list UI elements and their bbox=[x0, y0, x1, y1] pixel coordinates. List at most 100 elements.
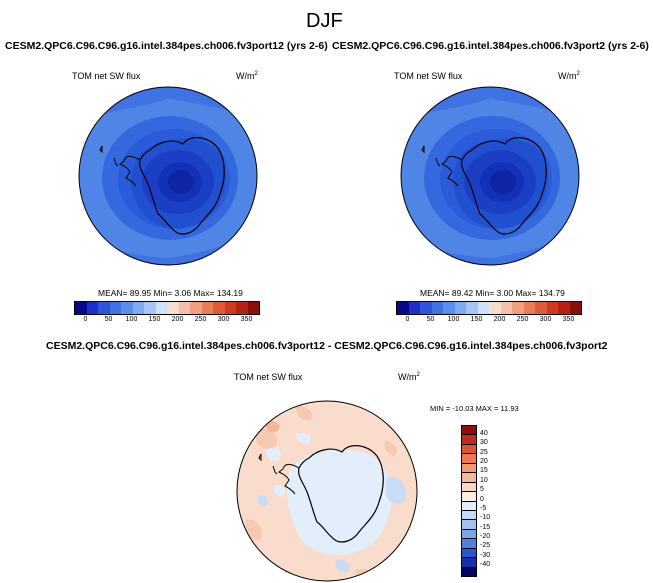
diff-colorbar-ticks: 40 30 25 20 15 10 5 0 -5 -10 -15 -20 -25 -30 -40 bbox=[480, 425, 504, 575]
diff-colorbar-tick-label: -40 bbox=[480, 561, 491, 569]
panel2-variable-label: TOM net SW flux bbox=[394, 71, 463, 81]
diff-colorbar-tick-label: 15 bbox=[480, 467, 488, 475]
panel1-stats: MEAN= 89.95 Min= 3.06 Max= 134.19 bbox=[98, 288, 243, 298]
panel2-colorbar-tick-label: 150 bbox=[470, 316, 483, 323]
diff-colorbar-tick-label: 30 bbox=[480, 439, 488, 447]
panel1-colorbar-tick-label: 50 bbox=[104, 316, 113, 323]
diff-colorbar-tick-label: 10 bbox=[480, 476, 488, 484]
panel1-colorbar-swatch bbox=[167, 302, 179, 314]
diff-colorbar-tick-label: 25 bbox=[480, 448, 488, 456]
panel2-colorbar-swatch bbox=[477, 302, 489, 314]
panel2-colorbar-tick-label: 0 bbox=[405, 316, 410, 323]
diff-colorbar bbox=[461, 425, 477, 577]
panel1-colorbar-swatch bbox=[178, 302, 190, 314]
panel1-case-title: CESM2.QPC6.C96.C96.g16.intel.384pes.ch00… bbox=[5, 40, 328, 52]
panel2-colorbar-swatch bbox=[535, 302, 547, 314]
panel1-colorbar-swatch bbox=[201, 302, 213, 314]
panel1-colorbar-swatch bbox=[213, 302, 225, 314]
panel2-colorbar-swatch bbox=[546, 302, 558, 314]
diff-colorbar-tick-label: 20 bbox=[480, 458, 488, 465]
panel1-colorbar-tick-label: 150 bbox=[148, 316, 161, 323]
diff-colorbar-swatch bbox=[462, 548, 476, 559]
diff-colorbar-swatch bbox=[462, 501, 476, 511]
panel1-colorbar-swatch bbox=[190, 302, 202, 314]
panel1-colorbar-swatch bbox=[121, 302, 133, 314]
panel2-colorbar-tick-label: 250 bbox=[516, 316, 529, 323]
panel2-colorbar-tick-label: 300 bbox=[539, 316, 552, 323]
panel2-colorbar-swatch bbox=[466, 302, 478, 314]
diff-colorbar-swatch bbox=[462, 492, 476, 502]
diff-colorbar-swatch bbox=[462, 558, 476, 568]
panel2-colorbar-swatch bbox=[500, 302, 512, 314]
panel2-colorbar-tick-label: 200 bbox=[493, 316, 506, 323]
panel1-colorbar-tick-label: 300 bbox=[217, 316, 230, 323]
panel2-colorbar-swatch bbox=[397, 302, 409, 314]
panel2-colorbar-swatch bbox=[420, 302, 432, 314]
panel1-colorbar-swatch bbox=[247, 302, 259, 314]
panel1-colorbar-tick-label: 350 bbox=[240, 316, 253, 323]
panel1-colorbar-swatch bbox=[109, 302, 121, 314]
diff-colorbar-swatch bbox=[462, 454, 476, 464]
diff-colorbar-swatch bbox=[462, 426, 476, 436]
diff-colorbar-tick-label: 40 bbox=[480, 429, 488, 437]
panel1-colorbar-tick-label: 200 bbox=[171, 316, 184, 323]
diff-colorbar-swatch bbox=[462, 510, 476, 521]
panel1-polar-map bbox=[78, 86, 258, 266]
panel2-case-title: CESM2.QPC6.C96.C96.g16.intel.384pes.ch00… bbox=[332, 40, 649, 52]
panel2-colorbar-swatch bbox=[443, 302, 455, 314]
diff-colorbar-swatch bbox=[462, 529, 476, 540]
diff-colorbar-swatch bbox=[462, 567, 476, 576]
panel1-colorbar-swatch bbox=[75, 302, 87, 314]
panel2-colorbar-swatch bbox=[523, 302, 535, 314]
panel1-colorbar-swatch bbox=[98, 302, 110, 314]
diff-case-title: CESM2.QPC6.C96.C96.g16.intel.384pes.ch00… bbox=[46, 340, 608, 352]
panel1-units: W/m2 bbox=[236, 71, 258, 81]
diff-units: W/m2 bbox=[398, 372, 420, 382]
panel1-colorbar-tick-label: 250 bbox=[194, 316, 207, 323]
diff-colorbar-tick-label: -20 bbox=[480, 533, 491, 540]
diff-variable-label: TOM net SW flux bbox=[234, 372, 303, 382]
diff-colorbar-swatch bbox=[462, 463, 476, 474]
panel2-colorbar-tick-label: 50 bbox=[426, 316, 435, 323]
panel1-colorbar-swatch bbox=[155, 302, 167, 314]
diff-colorbar-tick-label: -10 bbox=[480, 514, 491, 522]
panel1-colorbar-ticks: 0 50 100 150 200 250 300 350 bbox=[74, 316, 258, 326]
diff-colorbar-swatch bbox=[462, 444, 476, 455]
panel2-colorbar-swatch bbox=[431, 302, 443, 314]
figure-title: DJF bbox=[306, 10, 343, 32]
panel1-colorbar-swatch bbox=[86, 302, 98, 314]
panel2-colorbar-swatch bbox=[408, 302, 420, 314]
panel2-units: W/m2 bbox=[558, 71, 580, 81]
diff-colorbar-tick-label: -30 bbox=[480, 551, 491, 559]
panel1-colorbar-swatch bbox=[224, 302, 236, 314]
diff-colorbar-swatch bbox=[462, 520, 476, 530]
panel2-colorbar-swatch bbox=[512, 302, 524, 314]
panel2-colorbar bbox=[396, 301, 582, 315]
diff-colorbar-tick-label: 5 bbox=[480, 486, 484, 494]
panel1-colorbar bbox=[74, 301, 260, 315]
diff-stats: MIN = -10.03 MAX = 11.93 bbox=[430, 404, 519, 413]
panel2-colorbar-swatch bbox=[454, 302, 466, 314]
diff-colorbar-swatch bbox=[462, 473, 476, 483]
diff-colorbar-swatch bbox=[462, 482, 476, 493]
panel1-colorbar-swatch bbox=[236, 302, 248, 314]
panel2-colorbar-tick-label: 350 bbox=[562, 316, 575, 323]
diff-colorbar-swatch bbox=[462, 539, 476, 549]
panel2-colorbar-ticks: 0 50 100 150 200 250 300 350 bbox=[396, 316, 580, 326]
panel2-polar-map bbox=[400, 86, 580, 266]
panel1-colorbar-tick-label: 100 bbox=[125, 316, 138, 323]
panel2-colorbar-swatch bbox=[569, 302, 581, 314]
diff-colorbar-tick-label: -25 bbox=[480, 542, 491, 550]
diff-polar-map bbox=[236, 400, 418, 582]
panel2-colorbar-tick-label: 100 bbox=[447, 316, 460, 323]
panel1-colorbar-swatch bbox=[132, 302, 144, 314]
diff-colorbar-tick-label: -15 bbox=[480, 523, 491, 531]
diff-colorbar-swatch bbox=[462, 435, 476, 445]
panel2-colorbar-swatch bbox=[489, 302, 501, 314]
panel1-colorbar-swatch bbox=[144, 302, 156, 314]
panel1-colorbar-tick-label: 0 bbox=[83, 316, 88, 323]
diff-colorbar-tick-label: 0 bbox=[480, 495, 484, 503]
diff-colorbar-tick-label: -5 bbox=[480, 504, 487, 512]
panel2-colorbar-swatch bbox=[558, 302, 570, 314]
panel2-stats: MEAN= 89.42 Min= 3.00 Max= 134.79 bbox=[420, 288, 565, 298]
